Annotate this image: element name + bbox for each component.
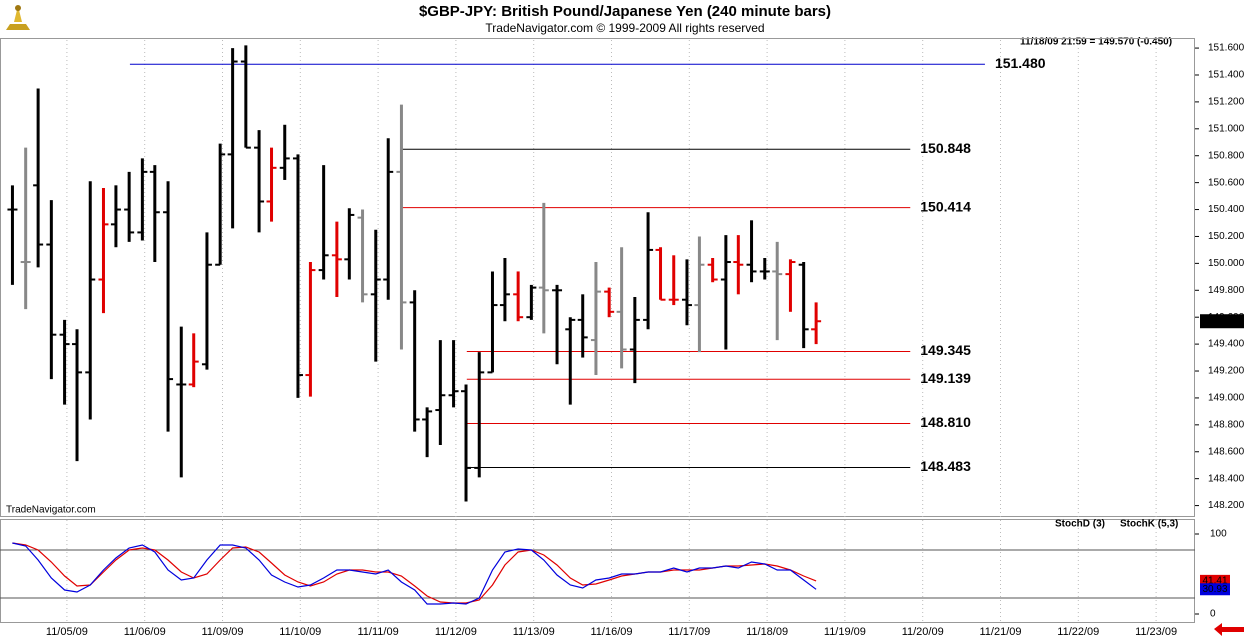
y-tick-label: 150.800 <box>1208 150 1245 161</box>
legend-entry: StochK (5,3) <box>1120 519 1178 530</box>
last-value-box <box>1200 583 1230 596</box>
x-tick-label: 11/05/09 <box>46 626 88 638</box>
y-tick-label: 149.200 <box>1208 366 1245 377</box>
x-tick-label: 11/12/09 <box>435 626 477 638</box>
level-label: 149.139 <box>920 370 971 386</box>
x-tick-label: 11/23/09 <box>1135 626 1177 638</box>
x-tick-label: 11/13/09 <box>513 626 555 638</box>
legend-entry: StochD (3) <box>1055 519 1105 530</box>
level-label: 149.345 <box>920 342 971 358</box>
y-tick-label: 100 <box>1210 529 1227 540</box>
x-tick-label: 11/21/09 <box>979 626 1021 638</box>
x-tick-label: 11/11/09 <box>358 626 399 638</box>
scroll-arrow[interactable] <box>1214 623 1244 636</box>
y-tick-label: 149.800 <box>1208 285 1245 296</box>
chart-title: $GBP-JPY: British Pound/Japanese Yen (24… <box>419 3 831 20</box>
y-tick-label: 148.800 <box>1208 419 1245 430</box>
last-price-label: 149.570 <box>1204 316 1241 327</box>
last-value-label: 41.41 <box>1202 576 1227 587</box>
watermark: TradeNavigator.com <box>6 505 96 516</box>
copyright: TradeNavigator.com © 1999-2009 All right… <box>485 21 764 35</box>
y-tick-label: 151.200 <box>1208 97 1245 108</box>
y-tick-label: 148.400 <box>1208 473 1245 484</box>
y-tick-label: 148.200 <box>1208 500 1245 511</box>
y-tick-label: 151.400 <box>1208 70 1245 81</box>
stoch-line <box>12 542 817 604</box>
y-tick-label: 150.600 <box>1208 177 1245 188</box>
y-tick-label: 151.000 <box>1208 123 1245 134</box>
y-tick-label: 150.000 <box>1208 258 1245 269</box>
y-tick-label: 150.400 <box>1208 204 1245 215</box>
level-label: 150.848 <box>920 140 971 156</box>
stoch-panel-frame <box>0 519 1195 623</box>
logo <box>6 5 30 30</box>
y-tick-label: 149.400 <box>1208 339 1245 350</box>
x-tick-label: 11/09/09 <box>201 626 243 638</box>
stoch-line <box>12 542 817 605</box>
x-tick-label: 11/06/09 <box>124 626 166 638</box>
level-label: 148.810 <box>920 414 971 430</box>
x-tick-label: 11/18/09 <box>746 626 788 638</box>
y-tick-label: 148.600 <box>1208 446 1245 457</box>
last-value-label: 30.93 <box>1202 584 1227 595</box>
y-tick-label: 149.000 <box>1208 393 1245 404</box>
x-tick-label: 11/17/09 <box>668 626 710 638</box>
last-price-box <box>1200 314 1244 329</box>
price-panel-frame <box>0 38 1195 517</box>
level-label: 151.480 <box>995 55 1046 71</box>
x-tick-label: 11/16/09 <box>590 626 632 638</box>
y-tick-label: 150.200 <box>1208 231 1245 242</box>
level-label: 150.414 <box>920 198 971 214</box>
x-tick-label: 11/20/09 <box>902 626 944 638</box>
last-quote: 11/18/09 21:59 = 149.570 (-0.450) <box>1020 37 1172 48</box>
x-tick-label: 11/19/09 <box>824 626 866 638</box>
x-tick-label: 11/22/09 <box>1057 626 1099 638</box>
y-tick-label: 0 <box>1210 609 1216 620</box>
level-label: 148.483 <box>920 458 971 474</box>
y-tick-label: 151.600 <box>1208 43 1245 54</box>
x-tick-label: 11/10/09 <box>279 626 321 638</box>
